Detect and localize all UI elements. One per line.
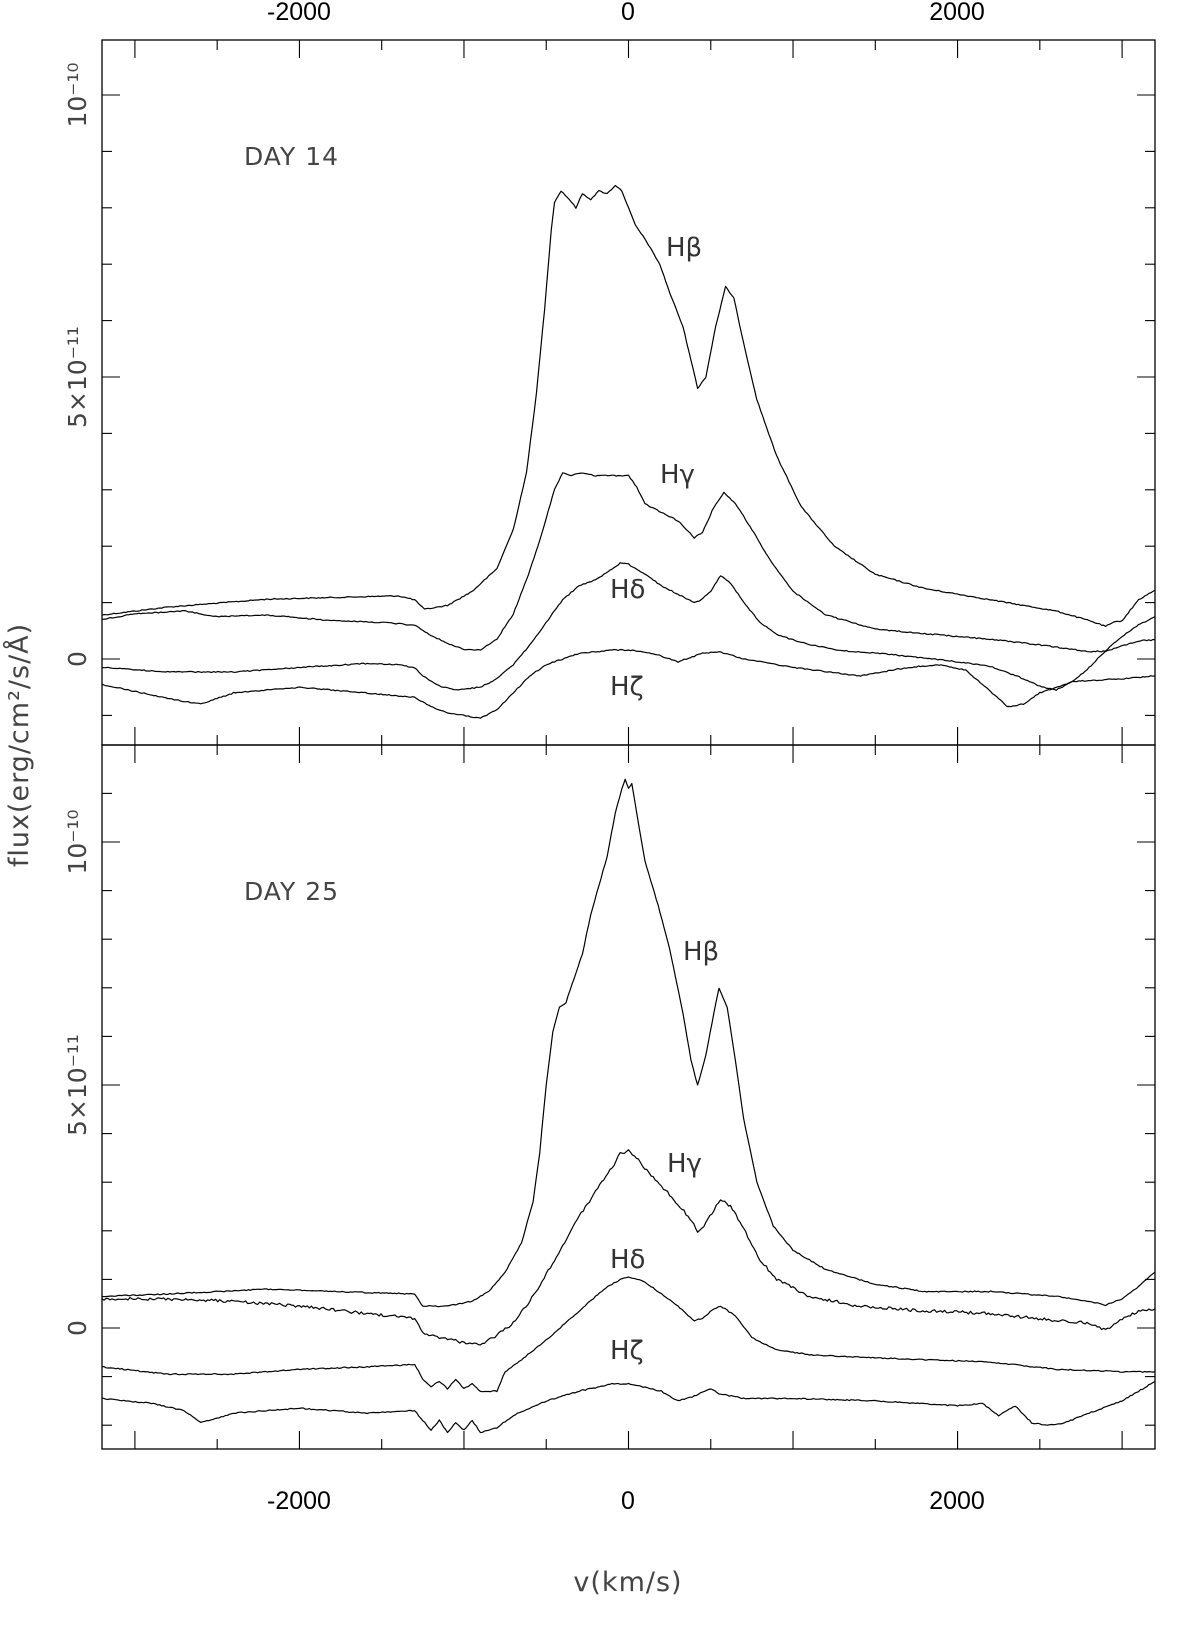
x-axis-title: v(km/s): [573, 1567, 682, 1598]
label-h-beta-day25: Hβ: [683, 937, 719, 967]
day-14-label: DAY 14: [244, 142, 339, 171]
label-h-beta-day14: Hβ: [666, 233, 702, 263]
y-axis-title: flux(erg/cm²/s/Å): [3, 623, 35, 867]
series-line-h-delta: [102, 1276, 1155, 1393]
series-line-h-gamma: [102, 1149, 1155, 1346]
panel-day-25: 0 5×10⁻¹¹ 10⁻¹⁰: [63, 744, 1156, 1450]
label-h-gamma-day14: Hγ: [660, 460, 695, 490]
series-line-h-zeta: [102, 648, 1155, 719]
bottom-x-tick-label: -2000: [267, 1487, 331, 1515]
y-tick-label: 10⁻¹⁰: [63, 809, 92, 874]
y-tick-label: 0: [63, 1320, 92, 1336]
label-h-gamma-day25: Hγ: [667, 1149, 702, 1179]
label-h-delta-day14: Hδ: [610, 575, 645, 605]
y-tick-label: 5×10⁻¹¹: [63, 326, 92, 428]
series-line-h-beta: [102, 184, 1155, 627]
label-h-delta-day25: Hδ: [610, 1245, 645, 1275]
y-tick-label: 0: [63, 651, 92, 667]
bottom-x-tick-labels: -2000 0 2000: [267, 1487, 985, 1515]
day-25-label: DAY 25: [244, 877, 339, 906]
series-line-h-delta: [102, 562, 1155, 691]
panel-day-14: 0 5×10⁻¹¹ 10⁻¹⁰: [63, 39, 1156, 746]
label-h-zeta-day25: Hζ: [610, 1336, 644, 1366]
top-x-tick-labels: -2000 0 2000: [267, 0, 985, 26]
top-x-tick-label: 2000: [929, 0, 985, 26]
y-tick-label: 5×10⁻¹¹: [63, 1034, 92, 1136]
bottom-x-tick-label: 2000: [929, 1487, 985, 1515]
series-line-h-beta: [102, 778, 1155, 1308]
top-x-tick-label: -2000: [267, 0, 331, 26]
bottom-x-tick-label: 0: [621, 1487, 635, 1515]
series-line-h-gamma: [102, 472, 1155, 653]
y-tick-label: 10⁻¹⁰: [63, 62, 92, 127]
series-line-h-zeta: [102, 1380, 1155, 1434]
label-h-zeta-day14: Hζ: [610, 672, 644, 702]
top-x-tick-label: 0: [621, 0, 635, 26]
